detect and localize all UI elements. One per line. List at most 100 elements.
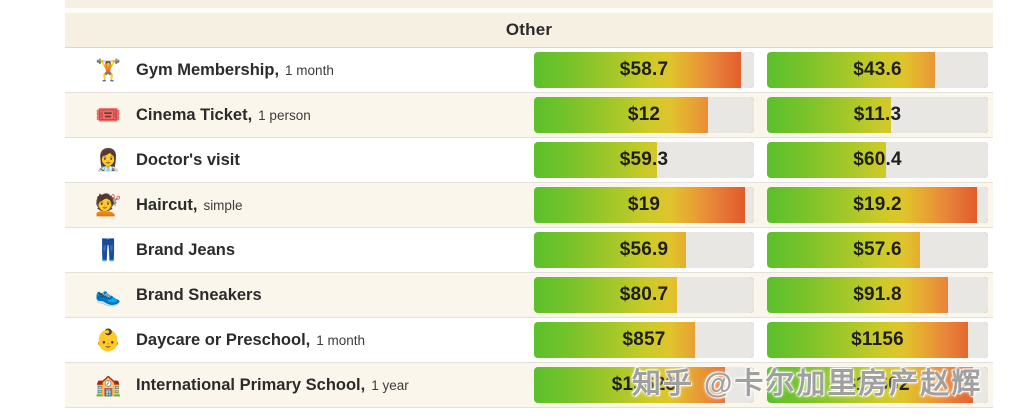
row-label: 👟 Brand Sneakers: [65, 285, 534, 306]
item-qualifier: 1 person: [258, 107, 311, 123]
admission-ticket-icon: 🎟️: [95, 103, 122, 127]
price-bar-right: $19602: [767, 367, 988, 403]
top-cream-strip: [65, 0, 993, 8]
bar-unfilled-remainder: [948, 277, 988, 313]
price-value-left: $56.9: [619, 239, 669, 260]
price-value-left: $12: [627, 104, 661, 125]
item-qualifier: 1 year: [371, 377, 409, 393]
price-bars: $19 $19.2: [534, 187, 993, 223]
price-bar-right: $19.2: [767, 187, 988, 223]
price-bar-right: $91.8: [767, 277, 988, 313]
row-label: 💇 Haircut, simple: [65, 195, 534, 216]
price-bar-left: $59.3: [534, 142, 754, 178]
price-bars: $58.7 $43.6: [534, 52, 993, 88]
item-name: Haircut,: [136, 195, 198, 214]
rows-container: 🏋️ Gym Membership, 1 month $58.7 $43.6 🎟…: [65, 48, 993, 408]
bar-unfilled-remainder: [934, 52, 988, 88]
haircut-icon: 💇: [95, 193, 122, 217]
price-value-right: $91.8: [853, 284, 902, 305]
item-qualifier: 1 month: [285, 62, 334, 78]
bar-unfilled-remainder: [968, 322, 988, 358]
row-label: 👖 Brand Jeans: [65, 240, 534, 261]
bar-unfilled-remainder: [677, 277, 754, 313]
bar-unfilled-remainder: [745, 187, 754, 223]
row-label: 🎟️ Cinema Ticket, 1 person: [65, 105, 534, 126]
bar-unfilled-remainder: [886, 142, 988, 178]
price-value-left: $19: [627, 194, 661, 215]
row-label: 👩‍⚕️ Doctor's visit: [65, 150, 534, 171]
price-value-left: $58.7: [619, 59, 669, 80]
row-label: 👶 Daycare or Preschool, 1 month: [65, 330, 534, 351]
price-value-left: $857: [622, 329, 666, 350]
price-value-left: $15623: [611, 374, 677, 395]
item-name: International Primary School,: [136, 375, 366, 394]
school-icon: 🏫: [95, 373, 122, 397]
woman-health-worker-icon: 👩‍⚕️: [95, 148, 122, 172]
row-label: 🏫 International Primary School, 1 year: [65, 375, 534, 396]
section-title: Other: [505, 20, 553, 39]
bar-unfilled-remainder: [740, 52, 754, 88]
table-row: 👩‍⚕️ Doctor's visit $59.3 $60.4: [65, 138, 993, 183]
price-bars: $857 $1156: [534, 322, 993, 358]
watermark: 知乎 @卡尔加里房产赵辉: [632, 368, 983, 400]
price-bars: $59.3 $60.4: [534, 142, 993, 178]
bar-unfilled-remainder: [972, 367, 988, 403]
bar-unfilled-remainder: [707, 97, 754, 133]
item-name: Doctor's visit: [136, 150, 240, 169]
table-row: 🎟️ Cinema Ticket, 1 person $12 $11.3: [65, 93, 993, 138]
row-label: 🏋️ Gym Membership, 1 month: [65, 60, 534, 81]
jeans-icon: 👖: [95, 238, 122, 262]
bar-unfilled-remainder: [725, 367, 754, 403]
table-row: 💇 Haircut, simple $19 $19.2: [65, 183, 993, 228]
price-value-right: $57.6: [853, 239, 902, 260]
price-value-right: $60.4: [853, 149, 902, 170]
price-value-right: $43.6: [853, 59, 902, 80]
price-bars: $56.9 $57.6: [534, 232, 993, 268]
price-bar-right: $60.4: [767, 142, 988, 178]
table-row: 👖 Brand Jeans $56.9 $57.6: [65, 228, 993, 273]
price-value-right: $19.2: [853, 194, 902, 215]
table-row: 👶 Daycare or Preschool, 1 month $857 $11…: [65, 318, 993, 363]
cost-comparison-table: Other 🏋️ Gym Membership, 1 month $58.7 $…: [65, 0, 993, 408]
price-value-right: $11.3: [853, 104, 902, 125]
price-bar-left: $80.7: [534, 277, 754, 313]
table-row: 🏋️ Gym Membership, 1 month $58.7 $43.6: [65, 48, 993, 93]
item-name: Daycare or Preschool,: [136, 330, 311, 349]
top-gap: [65, 8, 993, 13]
price-bar-left: $56.9: [534, 232, 754, 268]
table-row: 🏫 International Primary School, 1 year $…: [65, 363, 993, 408]
baby-icon: 👶: [95, 328, 122, 352]
price-bars: $80.7 $91.8: [534, 277, 993, 313]
price-bar-left: $857: [534, 322, 754, 358]
price-bar-left: $12: [534, 97, 754, 133]
price-value-left: $59.3: [619, 149, 669, 170]
bar-unfilled-remainder: [685, 232, 754, 268]
price-value-right: $19602: [845, 374, 910, 395]
price-bar-right: $1156: [767, 322, 988, 358]
bar-unfilled-remainder: [919, 232, 988, 268]
item-name: Gym Membership,: [136, 60, 280, 79]
item-name: Cinema Ticket,: [136, 105, 253, 124]
price-bar-right: $57.6: [767, 232, 988, 268]
price-bars: $15623 $19602: [534, 367, 993, 403]
price-value-right: $1156: [851, 329, 904, 350]
bar-unfilled-remainder: [694, 322, 754, 358]
price-bar-right: $43.6: [767, 52, 988, 88]
price-value-left: $80.7: [619, 284, 669, 305]
item-qualifier: 1 month: [316, 332, 366, 348]
item-name: Brand Sneakers: [136, 285, 262, 304]
item-name: Brand Jeans: [136, 240, 236, 259]
bar-unfilled-remainder: [890, 97, 988, 133]
price-bar-right: $11.3: [767, 97, 988, 133]
price-bar-left: $58.7: [534, 52, 754, 88]
bar-unfilled-remainder: [657, 142, 754, 178]
price-bars: $12 $11.3: [534, 97, 993, 133]
weightlifter-icon: 🏋️: [95, 58, 122, 82]
running-shoe-icon: 👟: [95, 283, 122, 307]
item-qualifier: simple: [203, 197, 243, 213]
price-bar-left: $15623: [534, 367, 754, 403]
table-row: 👟 Brand Sneakers $80.7 $91.8: [65, 273, 993, 318]
section-header: Other: [65, 13, 993, 48]
price-bar-left: $19: [534, 187, 754, 223]
